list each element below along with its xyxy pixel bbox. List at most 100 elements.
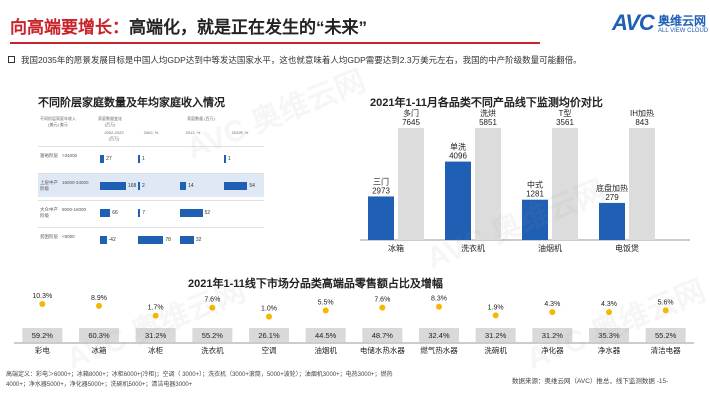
logo-avc-text: AVC: [612, 10, 655, 35]
price-bar-label: 三门: [373, 176, 389, 186]
table-bar: [224, 182, 248, 190]
share-chart: 10.3% 59.2% 彩电 8.9% 60.3% 冰箱 1.7% 31.2% 冰柜 7.6% 55…: [14, 293, 694, 355]
share-box: [589, 328, 629, 342]
share-value-label: 59.2%: [32, 331, 54, 340]
page-title-highlight: 向高端要增长：: [10, 18, 129, 37]
table-bar: [180, 209, 203, 217]
growth-dot: [266, 313, 272, 320]
table-header-period2: 2002, %: [143, 130, 159, 135]
share-category-label: 电储水热水器: [360, 345, 405, 355]
share-value-label: 31.2%: [145, 331, 167, 340]
growth-dot: [39, 301, 46, 307]
share-value-label: 60.3%: [88, 331, 110, 340]
table-row: 贫困阶层 <9000 -42 78 32: [38, 227, 264, 251]
growth-dot: [436, 303, 442, 310]
price-bar: [599, 202, 625, 240]
share-box: [22, 328, 63, 342]
growth-value-label: 5.6%: [658, 299, 674, 306]
table-bar-value: 27: [106, 156, 112, 162]
share-chart-title: 2021年1-11线下市场分品类高端品零售额占比及增幅: [188, 278, 443, 290]
growth-value-label: 1.7%: [148, 305, 164, 312]
price-bar-value: 843: [635, 118, 649, 127]
price-bar-value: 1281: [526, 190, 544, 199]
table-row: 大众中产 阶级 9000-16000 66 7 52: [38, 200, 264, 224]
share-value-label: 31.2%: [485, 331, 507, 340]
intro-text: 我国2035年的愿景发展目标是中国人均GDP达到中等发达国家水平，这也就意味着人…: [21, 55, 582, 65]
row-class-label: 上层中产 阶级: [40, 180, 58, 191]
share-category-label: 燃气热水器: [420, 345, 458, 355]
growth-dot: [606, 309, 612, 316]
growth-value-label: 4.3%: [544, 301, 560, 308]
growth-value-label: 5.5%: [318, 300, 334, 307]
table-header-col1: 不同阶层家庭年收入 (美元) 美元: [40, 116, 76, 127]
price-bar-value: 3561: [556, 118, 574, 127]
table-bar-value: 54: [249, 183, 255, 189]
growth-dot: [322, 307, 329, 314]
share-category-label: 空调: [262, 345, 277, 355]
price-bar-value: 2973: [372, 186, 390, 195]
checkbox-icon: [8, 56, 15, 63]
table-header-group: 家庭数量 (百万): [187, 116, 215, 121]
growth-value-label: 1.9%: [488, 304, 504, 311]
growth-dot: [152, 312, 159, 319]
price-bar-label: 中式: [527, 180, 543, 190]
share-value-label: 44.5%: [315, 331, 337, 340]
share-box: [192, 328, 233, 342]
table-bar-value: 2: [142, 183, 145, 189]
price-bar: [522, 199, 548, 240]
page-title: 向高端要增长：高端化，就是正在发生的“未来”: [10, 13, 367, 38]
row-class-label: 大众中产 阶级: [40, 207, 58, 218]
growth-value-label: 4.3%: [601, 301, 617, 308]
share-box: [135, 328, 176, 342]
table-bar-value: 78: [165, 237, 171, 243]
share-category-label: 净水器: [598, 345, 621, 355]
row-class-label: 贫困阶层: [40, 234, 58, 239]
table-row: 富裕阶层 >34000 27 1 1: [38, 146, 264, 170]
growth-dot: [379, 304, 386, 311]
table-header-col2: 家庭数量变化 (百万): [98, 116, 122, 127]
table-bar-value: 7: [142, 210, 146, 216]
row-income: >34000: [62, 153, 78, 158]
share-box: [79, 328, 119, 342]
price-bar-label: IH加热: [630, 108, 654, 118]
price-chart-title: 2021年1-11月各品类不同产品线下监测均价对比: [370, 97, 603, 109]
share-value-label: 55.2%: [202, 331, 224, 340]
share-category-label: 洗碗机: [484, 345, 507, 355]
price-category-label: 洗衣机: [461, 243, 485, 253]
table-bar-value: 52: [204, 210, 211, 216]
price-bar: [552, 128, 578, 240]
row-class-label: 富裕阶层: [40, 153, 58, 158]
price-bar: [398, 128, 424, 240]
share-value-label: 55.2%: [655, 331, 677, 340]
price-bar-label: 多门: [403, 108, 419, 118]
price-bar: [475, 128, 501, 240]
share-box: [419, 328, 459, 342]
share-value-label: 26.1%: [258, 331, 280, 340]
table-bar: [100, 209, 111, 217]
share-value-label: 32.4%: [428, 331, 450, 340]
price-bar: [445, 161, 471, 240]
growth-value-label: 7.6%: [374, 297, 390, 304]
price-bar-value: 5851: [479, 118, 497, 127]
growth-value-label: 1.0%: [261, 306, 277, 313]
page-title-rest: 高端化，就是正在发生的“未来”: [129, 18, 367, 37]
table-bar: [180, 236, 194, 244]
table-bar: [224, 155, 226, 163]
table-bar-value: 14: [188, 183, 194, 189]
price-category-label: 油烟机: [538, 243, 562, 253]
share-category-label: 冰箱: [92, 345, 107, 355]
header: 向高端要增长：高端化，就是正在发生的“未来” AVC 奥维云网 ALL VIEW…: [0, 0, 710, 46]
growth-value-label: 10.3%: [32, 293, 52, 300]
price-bar-label: 底盘加热: [596, 183, 628, 193]
share-category-label: 净化器: [541, 345, 564, 355]
table-row: 上层中产 阶级 16000-34000 168 2 14 54: [38, 173, 264, 197]
price-bar: [368, 196, 394, 240]
growth-dot: [492, 312, 499, 319]
table-bar: [100, 155, 105, 163]
table-bar-value: 1: [228, 156, 231, 162]
growth-dot: [209, 304, 216, 311]
table-header-period1: 2002-2022 (百万): [104, 130, 124, 141]
growth-dot: [662, 307, 669, 314]
footnote: 高端定义：彩电＞6000+；冰箱8000+；冰柜6000+(冷柜)；空调（ 30…: [6, 372, 393, 388]
table-bar-value: 1: [142, 156, 145, 162]
